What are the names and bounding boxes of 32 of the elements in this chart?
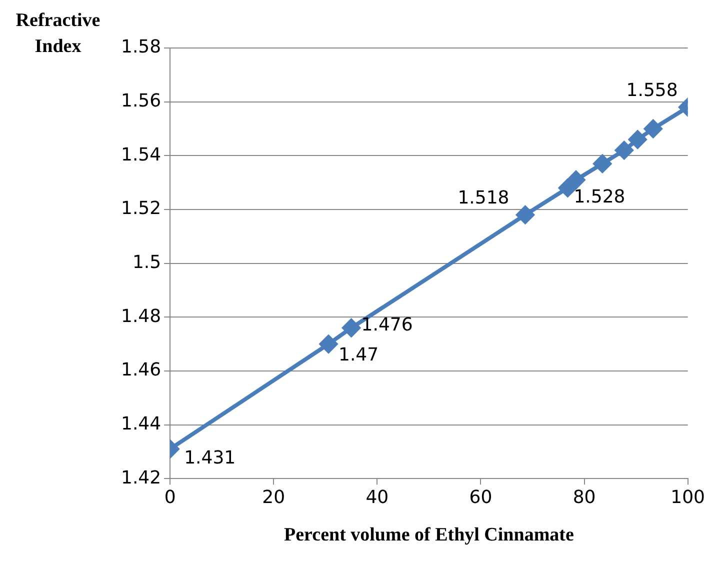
x-tick-label: 40 [366, 487, 389, 508]
y-tick-label: 1.44 [121, 413, 162, 434]
point [320, 335, 338, 354]
data-label: 1.528 [574, 186, 626, 208]
point [342, 318, 360, 337]
point [516, 206, 534, 224]
data-label: 1.518 [458, 188, 510, 209]
point [615, 141, 634, 160]
data-label: 1.431 [184, 448, 236, 469]
y-tick-label: 1.48 [121, 306, 162, 327]
data-label: 1.558 [626, 80, 678, 101]
y-tick-label: 1.54 [121, 144, 162, 166]
data-label: 1.476 [361, 314, 413, 336]
y-tick-label: 1.56 [121, 90, 162, 112]
point [593, 154, 612, 173]
x-tick-label: 60 [469, 487, 492, 508]
point [628, 130, 647, 149]
y-tick-label: 1.52 [121, 198, 162, 220]
x-axis-title: Percent volume of Ethyl Cinnamate [284, 524, 574, 546]
y-tick-label: 1.58 [121, 36, 162, 58]
y-tick-label: 1.5 [132, 252, 162, 273]
point [644, 120, 662, 138]
x-tick-label: 100 [670, 487, 705, 508]
y-tick-label: 1.46 [121, 360, 162, 381]
x-tick-label: 80 [572, 487, 596, 508]
y-axis-title: Refractive Index [14, 9, 102, 59]
x-tick-label: 20 [262, 487, 286, 508]
x-tick-label: 0 [164, 487, 176, 508]
point [566, 170, 585, 189]
y-tick-label: 1.42 [121, 467, 162, 488]
point [558, 178, 577, 197]
data-label: 1.47 [338, 344, 379, 366]
